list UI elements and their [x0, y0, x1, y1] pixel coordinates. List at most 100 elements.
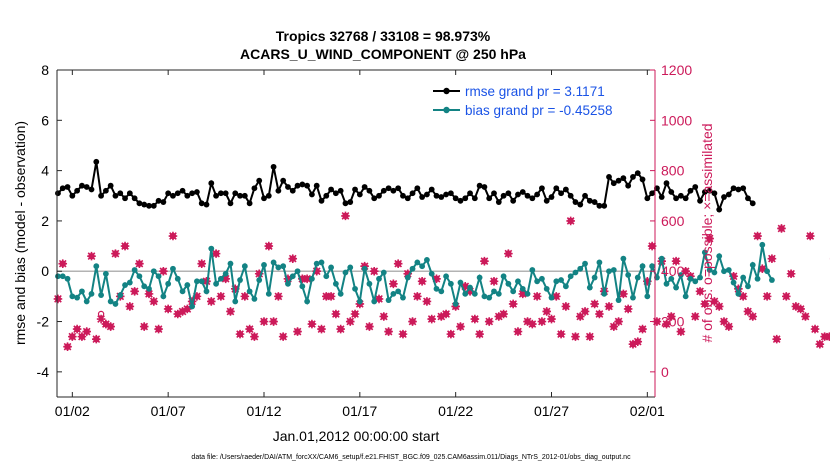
rmse-point	[98, 192, 104, 199]
obs-assimilated-point	[777, 224, 786, 233]
obs-assimilated-point	[274, 292, 283, 301]
obs-assimilated-point	[719, 317, 729, 326]
obs-assimilated-point	[322, 292, 331, 301]
rmse-point	[539, 185, 545, 192]
bias-point	[107, 298, 114, 305]
bias-point	[596, 259, 603, 266]
obs-assimilated-point	[336, 324, 345, 334]
bias-point	[251, 296, 258, 302]
y-right-tick-label: 200	[661, 314, 685, 330]
obs-assimilated-point	[805, 231, 815, 241]
rmse-point	[438, 194, 445, 200]
obs-assimilated-point	[163, 304, 173, 314]
obs-assimilated-point	[628, 339, 638, 349]
rmse-point	[265, 192, 272, 199]
rmse-point	[83, 184, 90, 190]
rmse-point	[251, 185, 258, 192]
legend-box	[426, 77, 645, 123]
rmse-point	[289, 187, 296, 194]
y-right-tick-label: 1000	[661, 112, 692, 128]
obs-assimilated-point	[566, 216, 575, 226]
rmse-point	[725, 191, 732, 198]
rmse-point	[447, 190, 454, 197]
obs-assimilated-point	[101, 319, 111, 329]
bias-point	[347, 264, 354, 271]
obs-assimilated-point	[331, 309, 341, 319]
rmse-point	[217, 190, 224, 197]
x-tick-label: 01/22	[438, 403, 473, 419]
obs-assimilated-point	[470, 314, 480, 324]
obs-assimilated-point	[408, 317, 417, 326]
bias-point	[515, 278, 521, 285]
y-right-tick-label: 1200	[661, 62, 692, 78]
obs-assimilated-point	[183, 304, 192, 314]
rmse-point	[126, 190, 133, 197]
x-tick-label: 01/17	[342, 403, 377, 419]
obs-assimilated-point	[575, 312, 585, 321]
obs-assimilated-point	[700, 299, 710, 309]
bias-point	[328, 264, 334, 271]
obs-assimilated-point	[135, 259, 144, 268]
obs-assimilated-point	[432, 274, 441, 284]
obs-assimilated-point	[552, 292, 561, 301]
rmse-point	[663, 180, 670, 187]
rmse-point	[107, 182, 114, 189]
obs-assimilated-point	[710, 297, 719, 306]
rmse-point	[232, 190, 239, 197]
rmse-point	[270, 163, 277, 170]
y-right-tick-label: 800	[661, 163, 685, 179]
bias-point	[476, 274, 483, 281]
obs-assimilated-point	[202, 277, 211, 286]
bias-point	[131, 267, 138, 273]
rmse-point	[534, 191, 541, 198]
bias-point	[289, 273, 296, 280]
x-tick-label: 02/01	[630, 403, 665, 419]
bias-point	[280, 263, 287, 270]
bias-point	[419, 263, 426, 270]
bias-point	[620, 255, 627, 262]
bias-point	[649, 263, 656, 270]
rmse-point	[294, 182, 301, 189]
bias-point	[404, 274, 411, 281]
bias-point	[232, 298, 239, 305]
rmse-point	[241, 192, 248, 199]
chart-title-line2: ACARS_U_WIND_COMPONENT @ 250 hPa	[240, 46, 526, 62]
bias-point	[198, 278, 205, 285]
rmse-point	[275, 187, 282, 194]
obs-assimilated-point	[504, 249, 513, 258]
obs-assimilated-point	[240, 292, 250, 301]
obs-assimilated-point	[283, 274, 293, 284]
rmse-point	[203, 201, 210, 208]
obs-assimilated-point	[312, 266, 321, 276]
obs-assimilated-point	[614, 317, 623, 326]
bias-point	[385, 297, 392, 304]
rmse-point	[486, 195, 493, 202]
rmse-point	[122, 195, 128, 202]
obs-assimilated-point	[796, 304, 805, 314]
rmse-point	[131, 195, 138, 202]
rmse-point	[141, 201, 148, 208]
rmse-point	[620, 175, 627, 182]
bias-point	[725, 267, 732, 273]
bias-point	[495, 290, 502, 297]
rmse-point	[69, 192, 76, 199]
obs-assimilated-point	[226, 307, 235, 316]
bias-point	[203, 288, 210, 295]
rmse-point	[471, 195, 478, 202]
rmse-point	[677, 192, 684, 199]
bias-point	[510, 288, 517, 295]
rmse-point	[309, 191, 315, 198]
obs-assimilated-point	[350, 309, 360, 319]
obs-assimilated-point	[537, 317, 547, 326]
obs-assimilated-point	[72, 324, 82, 334]
obs-assimilated-point	[130, 287, 139, 296]
rmse-point	[237, 192, 243, 199]
obs-assimilated-point	[264, 241, 274, 251]
rmse-point	[644, 195, 651, 202]
rmse-point	[577, 201, 584, 208]
obs-assimilated-point	[762, 292, 772, 301]
x-axis-label: Jan.01,2012 00:00:00 start	[273, 428, 440, 444]
obs-assimilated-point	[302, 274, 312, 284]
rmse-point	[519, 189, 526, 195]
bias-point	[352, 285, 358, 292]
